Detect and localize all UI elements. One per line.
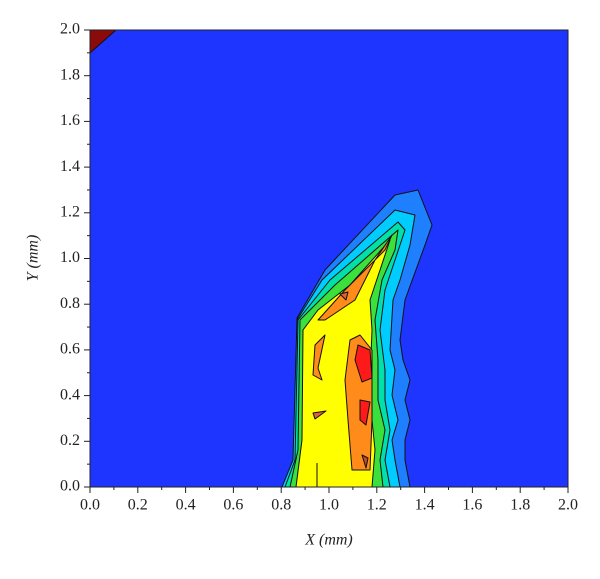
x-tick-label: 0.8 xyxy=(271,497,291,514)
x-tick-label: 0.4 xyxy=(176,497,196,514)
y-tick-label: 1.0 xyxy=(60,249,80,266)
x-tick-label: 1.0 xyxy=(319,497,339,514)
contour-region xyxy=(354,344,373,383)
contour-region xyxy=(312,410,327,420)
y-tick-label: 1.2 xyxy=(60,203,80,220)
contour-region xyxy=(339,291,349,301)
x-tick-label: 1.8 xyxy=(510,497,530,514)
x-tick-label: 1.2 xyxy=(367,497,387,514)
x-tick-label: 1.6 xyxy=(462,497,482,514)
y-tick-label: 0.6 xyxy=(60,341,80,358)
x-tick-label: 0.6 xyxy=(223,497,243,514)
contour-region xyxy=(359,399,371,426)
x-tick-label: 2.0 xyxy=(558,497,578,514)
y-tick-label: 0.4 xyxy=(60,386,80,403)
y-tick-label: 1.8 xyxy=(60,66,80,83)
y-tick-label: 1.4 xyxy=(60,158,80,175)
y-tick-label: 1.6 xyxy=(60,112,80,129)
x-tick-label: 0.0 xyxy=(80,497,100,514)
y-axis-label: Y (mm) xyxy=(25,235,42,282)
x-tick-label: 1.4 xyxy=(415,497,435,514)
y-tick-label: 2.0 xyxy=(60,21,80,38)
y-tick-label: 0.0 xyxy=(60,478,80,495)
y-tick-label: 0.8 xyxy=(60,295,80,312)
x-axis-label: X (mm) xyxy=(304,532,353,549)
contour-plot xyxy=(89,29,569,488)
contour-region xyxy=(361,454,369,469)
x-tick-label: 0.2 xyxy=(128,497,148,514)
contour-region xyxy=(317,234,393,321)
y-tick-label: 0.2 xyxy=(60,432,80,449)
contour-region xyxy=(312,334,326,381)
